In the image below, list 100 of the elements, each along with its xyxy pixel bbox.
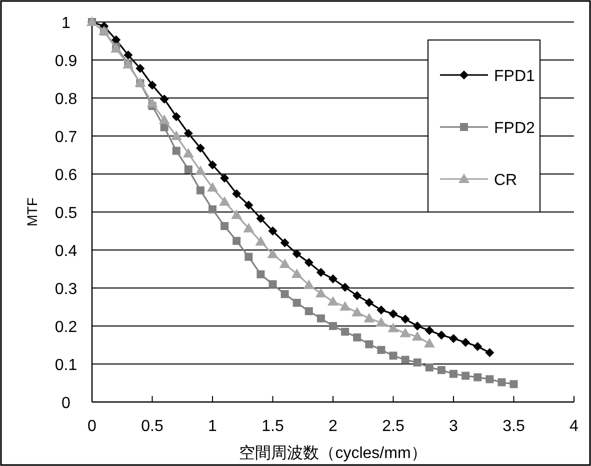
point — [510, 380, 518, 388]
point — [170, 130, 182, 140]
point — [315, 288, 326, 298]
point — [424, 326, 434, 336]
point — [376, 306, 386, 315]
point — [340, 282, 350, 292]
point — [292, 249, 302, 258]
point — [364, 312, 375, 322]
y-tick-label: 1 — [62, 15, 71, 32]
y-tick-label: 0.4 — [54, 243, 78, 260]
point — [449, 334, 458, 344]
point — [329, 322, 337, 330]
point — [353, 333, 362, 342]
point — [328, 274, 338, 284]
point — [352, 291, 362, 300]
point — [256, 214, 266, 223]
point — [280, 238, 290, 248]
point — [388, 309, 398, 318]
point — [473, 342, 482, 352]
point — [255, 236, 266, 246]
point — [462, 372, 470, 380]
point — [341, 328, 350, 336]
x-tick-label: 1.5 — [262, 418, 284, 435]
point — [461, 338, 470, 347]
point — [352, 306, 363, 316]
y-tick-label: 0.9 — [54, 53, 78, 70]
point — [244, 200, 254, 210]
point — [172, 146, 180, 155]
y-tick-label: 0.8 — [54, 91, 78, 108]
point — [220, 222, 229, 230]
point — [208, 160, 217, 170]
point — [146, 98, 158, 108]
y-tick-label: 0.1 — [54, 357, 78, 374]
point — [389, 352, 398, 360]
y-tick-label: 0 — [62, 395, 71, 412]
y-tick-label: 0.2 — [54, 319, 78, 336]
x-tick-label: 3 — [449, 418, 458, 435]
point — [243, 222, 254, 232]
point — [148, 80, 157, 90]
x-axis-title: 空間周波数（cycles/mm） — [239, 444, 427, 462]
point — [196, 186, 204, 194]
point — [328, 296, 338, 306]
point — [136, 64, 145, 73]
point — [207, 182, 218, 192]
point — [412, 331, 423, 341]
point — [184, 128, 193, 138]
y-tick-label: 0.7 — [54, 129, 78, 146]
point — [340, 301, 351, 311]
point — [413, 358, 422, 366]
point — [400, 314, 410, 324]
point — [424, 338, 435, 348]
point — [292, 298, 301, 307]
point — [267, 248, 278, 258]
point — [280, 290, 289, 298]
point — [437, 366, 446, 374]
point — [231, 210, 242, 220]
point — [425, 363, 434, 372]
x-tick-label: 0 — [88, 418, 97, 435]
point — [388, 322, 399, 332]
point — [436, 330, 446, 340]
x-tick-label: 1 — [208, 418, 218, 435]
point — [303, 279, 314, 289]
point — [124, 50, 133, 60]
point — [160, 94, 169, 104]
point — [486, 375, 494, 384]
point — [400, 328, 411, 338]
point — [196, 144, 205, 153]
legend-label: FPD2 — [494, 120, 535, 137]
point — [208, 205, 216, 214]
point — [219, 196, 230, 206]
point — [401, 356, 410, 364]
point — [182, 148, 194, 158]
x-tick-label: 4 — [570, 418, 579, 435]
point — [316, 268, 326, 277]
point — [450, 370, 458, 378]
point — [184, 165, 192, 174]
point — [498, 378, 506, 386]
legend-label: CR — [494, 172, 518, 189]
x-tick-label: 2.5 — [382, 418, 404, 435]
x-tick-label: 2 — [328, 418, 338, 435]
point — [304, 307, 313, 316]
point — [412, 322, 422, 330]
point — [220, 174, 230, 183]
x-tick-label: 3.5 — [502, 418, 525, 435]
point — [364, 298, 374, 307]
point — [194, 165, 206, 175]
point — [268, 280, 277, 288]
point — [485, 348, 494, 358]
y-tick-label: 0.5 — [54, 205, 78, 222]
y-tick-label: 0.6 — [54, 167, 78, 184]
x-tick-label: 0.5 — [141, 418, 164, 435]
point — [377, 346, 386, 354]
point — [376, 317, 387, 327]
point — [232, 189, 242, 198]
legend-label: FPD1 — [494, 68, 535, 85]
point — [474, 373, 482, 382]
point — [316, 314, 325, 322]
y-axis-title: MTF — [24, 198, 40, 226]
point — [244, 252, 253, 261]
point — [256, 270, 265, 278]
